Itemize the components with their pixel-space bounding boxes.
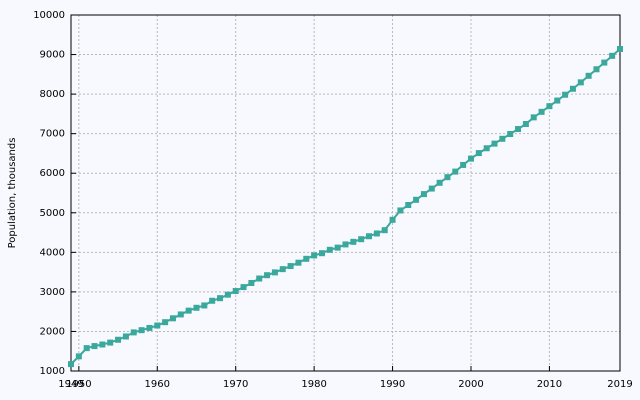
x-tick-label: 2010 bbox=[537, 379, 562, 390]
data-point bbox=[154, 322, 161, 329]
data-point bbox=[491, 140, 498, 147]
data-point bbox=[162, 319, 169, 326]
data-point bbox=[68, 361, 74, 368]
data-point bbox=[99, 341, 106, 348]
data-point bbox=[193, 304, 200, 311]
data-point bbox=[295, 259, 302, 266]
data-point bbox=[530, 114, 537, 121]
data-point bbox=[83, 345, 90, 352]
data-point bbox=[91, 343, 98, 350]
data-point bbox=[515, 126, 522, 133]
y-tick-label: 6000 bbox=[40, 168, 65, 179]
data-point bbox=[169, 315, 176, 322]
data-point bbox=[279, 266, 286, 273]
data-point bbox=[467, 155, 474, 162]
x-tick-label: 1950 bbox=[66, 379, 91, 390]
plot-frame bbox=[70, 14, 621, 372]
data-point bbox=[366, 233, 373, 240]
data-point bbox=[577, 79, 584, 86]
data-point bbox=[499, 135, 506, 142]
x-tick-label: 1960 bbox=[145, 379, 170, 390]
data-point bbox=[389, 216, 396, 223]
y-tick-label: 10000 bbox=[33, 10, 65, 21]
x-tick-label: 2000 bbox=[458, 379, 483, 390]
y-tick-label: 5000 bbox=[40, 208, 65, 219]
data-point bbox=[397, 207, 404, 214]
data-point bbox=[350, 238, 357, 245]
data-point bbox=[311, 252, 318, 259]
y-axis-label: Population, thousands bbox=[7, 138, 18, 249]
x-tick-label: 2019 bbox=[607, 379, 632, 390]
x-tick-label: 1949 bbox=[58, 379, 83, 390]
data-point bbox=[201, 302, 208, 309]
data-point bbox=[413, 196, 420, 203]
y-tick-label: 4000 bbox=[40, 247, 65, 258]
data-point bbox=[593, 66, 600, 73]
data-point bbox=[475, 150, 482, 157]
data-point bbox=[240, 284, 247, 291]
data-point bbox=[130, 329, 137, 336]
data-point bbox=[326, 246, 333, 253]
data-point bbox=[358, 236, 365, 243]
data-point bbox=[185, 307, 192, 314]
data-point bbox=[405, 202, 412, 209]
data-point bbox=[569, 85, 576, 92]
data-point bbox=[601, 59, 608, 66]
data-point bbox=[342, 241, 349, 248]
data-point bbox=[585, 72, 592, 79]
x-tick-label: 1990 bbox=[380, 379, 405, 390]
x-tick-label: 1970 bbox=[223, 379, 248, 390]
data-point bbox=[522, 121, 529, 128]
data-point bbox=[452, 168, 459, 175]
data-point bbox=[444, 174, 451, 181]
data-point bbox=[609, 52, 616, 59]
data-point bbox=[334, 244, 341, 251]
data-point bbox=[232, 288, 239, 295]
data-point bbox=[177, 311, 184, 318]
data-point bbox=[138, 327, 145, 334]
y-tick-label: 7000 bbox=[40, 129, 65, 140]
data-point bbox=[256, 275, 263, 282]
data-point bbox=[318, 250, 325, 257]
data-point bbox=[75, 353, 82, 360]
data-point bbox=[107, 339, 114, 346]
data-point bbox=[546, 103, 553, 110]
data-point bbox=[146, 324, 153, 331]
data-point bbox=[248, 279, 255, 286]
data-point bbox=[264, 272, 271, 279]
data-point bbox=[460, 161, 467, 168]
data-point bbox=[507, 131, 514, 138]
y-tick-label: 2000 bbox=[40, 326, 65, 337]
data-point bbox=[373, 230, 380, 237]
x-tick-label: 1980 bbox=[301, 379, 326, 390]
data-point bbox=[381, 227, 388, 234]
data-point bbox=[562, 91, 569, 98]
data-point bbox=[617, 46, 623, 53]
data-point bbox=[209, 297, 216, 304]
data-point bbox=[303, 255, 310, 262]
data-point bbox=[115, 336, 122, 343]
y-tick-label: 8000 bbox=[40, 89, 65, 100]
y-tick-label: 3000 bbox=[40, 287, 65, 298]
y-tick-label: 1000 bbox=[40, 366, 65, 377]
data-point bbox=[554, 97, 561, 104]
data-point bbox=[271, 269, 278, 276]
data-point bbox=[483, 145, 490, 152]
data-point bbox=[217, 295, 224, 302]
data-point bbox=[122, 333, 129, 340]
data-point bbox=[224, 291, 231, 298]
data-point bbox=[428, 185, 435, 192]
data-point bbox=[287, 263, 294, 270]
data-point bbox=[420, 191, 427, 198]
y-tick-label: 9000 bbox=[40, 50, 65, 61]
data-point bbox=[538, 108, 545, 115]
data-point bbox=[436, 179, 443, 186]
